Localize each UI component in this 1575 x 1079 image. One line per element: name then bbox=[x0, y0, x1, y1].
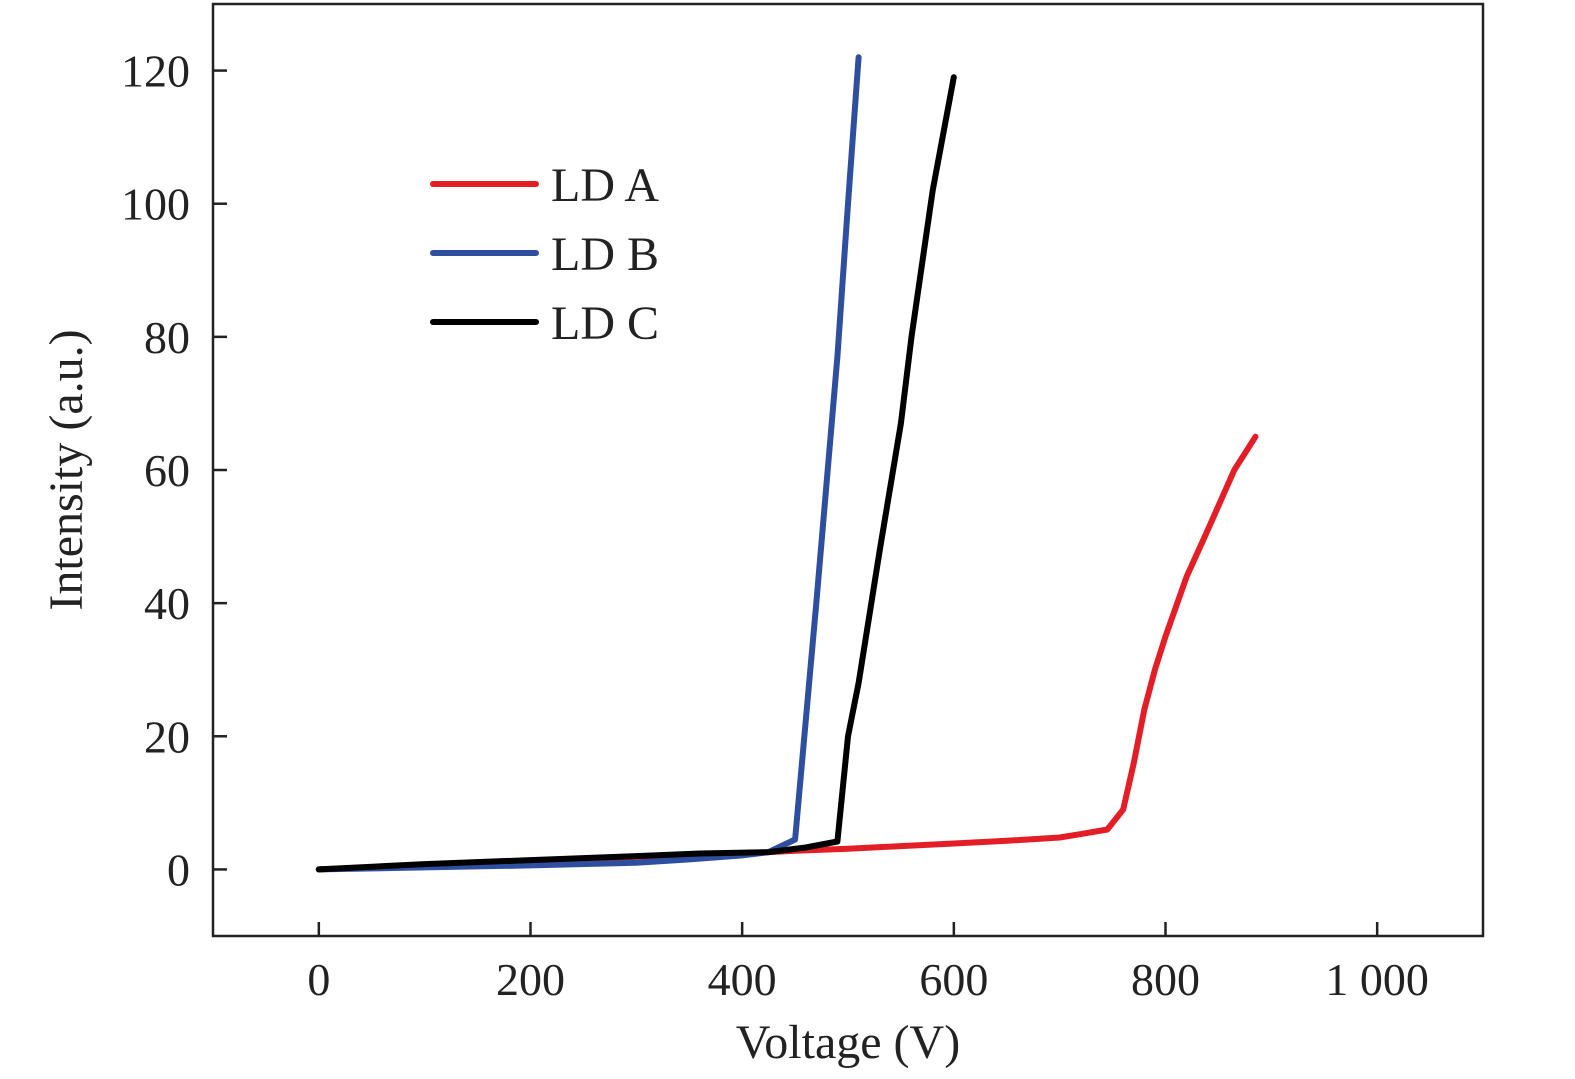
series-line-ld-c bbox=[315, 74, 957, 873]
y-tick-label: 20 bbox=[144, 711, 190, 762]
y-axis-title: Intensity (a.u.) bbox=[40, 329, 93, 610]
x-tick-label: 400 bbox=[708, 954, 777, 1005]
legend-label-ld-a: LD A bbox=[551, 159, 659, 212]
plot-frame bbox=[211, 2, 1485, 938]
y-tick-label: 40 bbox=[144, 578, 190, 629]
y-tick-label: 60 bbox=[144, 445, 190, 496]
legend-label-ld-b: LD B bbox=[551, 228, 659, 281]
x-tick-label: 0 bbox=[307, 954, 330, 1005]
x-tick-label: 600 bbox=[919, 954, 988, 1005]
x-tick-label: 1 000 bbox=[1325, 954, 1429, 1005]
y-tick-label: 0 bbox=[167, 844, 190, 895]
y-tick-label: 100 bbox=[121, 179, 190, 230]
x-tick-label: 800 bbox=[1131, 954, 1200, 1005]
legend-label-ld-c: LD C bbox=[551, 297, 659, 350]
x-axis-title: Voltage (V) bbox=[736, 1016, 960, 1069]
series-line-ld-a bbox=[315, 433, 1259, 873]
y-tick-label: 80 bbox=[144, 312, 190, 363]
y-tick-label: 120 bbox=[121, 46, 190, 97]
x-tick-label: 200 bbox=[496, 954, 565, 1005]
